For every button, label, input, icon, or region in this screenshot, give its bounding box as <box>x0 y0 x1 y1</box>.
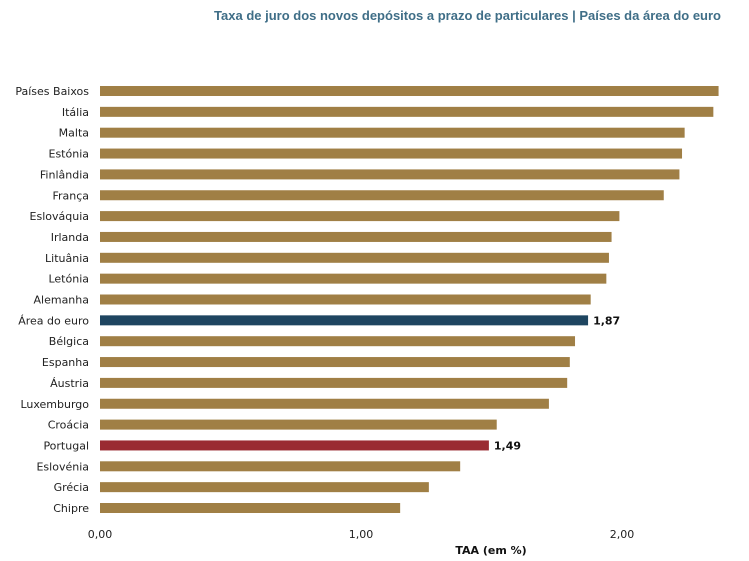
bar-croacia <box>100 419 497 430</box>
category-label-lituania: Lituânia <box>45 252 89 265</box>
category-label-croacia: Croácia <box>48 419 89 432</box>
category-label-austria: Áustria <box>50 377 89 390</box>
x-tick-label: 2,00 <box>610 528 635 541</box>
bar-luxemburgo <box>100 398 549 409</box>
category-label-malta: Malta <box>59 127 89 140</box>
bar-espanha <box>100 357 570 368</box>
category-label-luxemburgo: Luxemburgo <box>20 398 89 411</box>
category-label-irlanda: Irlanda <box>51 231 89 244</box>
category-label-estonia: Estónia <box>49 148 90 161</box>
bar-estonia <box>100 148 683 159</box>
category-label-alemanha: Alemanha <box>34 294 90 307</box>
category-label-espanha: Espanha <box>42 356 89 369</box>
category-label-belgica: Bélgica <box>49 335 89 348</box>
category-label-paises-baixos: Países Baixos <box>15 85 89 98</box>
bar-franca <box>100 190 664 201</box>
bar-finlandia <box>100 169 680 180</box>
bar-austria <box>100 377 568 388</box>
bar-grecia <box>100 482 429 493</box>
bar-eslovaquia <box>100 211 620 222</box>
chart-title: Taxa de juro dos novos depósitos a prazo… <box>214 8 721 23</box>
bar-malta <box>100 127 685 138</box>
bar-chipre <box>100 503 401 513</box>
category-label-grecia: Grécia <box>54 481 89 494</box>
bar-alemanha <box>100 294 591 305</box>
bar-paises-baixos <box>100 86 719 96</box>
category-label-chipre: Chipre <box>53 502 89 515</box>
bar-eslovenia <box>100 461 461 472</box>
bar-italia <box>100 106 714 117</box>
bar-belgica <box>100 336 576 347</box>
category-label-letonia: Letónia <box>48 273 89 286</box>
category-label-portugal: Portugal <box>43 439 89 452</box>
bar-irlanda <box>100 231 612 242</box>
x-tick-label: 0,00 <box>88 528 113 541</box>
bar-area-do-euro <box>100 315 589 326</box>
bar-lituania <box>100 252 609 263</box>
category-label-eslovaquia: Eslováquia <box>30 210 89 223</box>
x-axis-title: TAA (em %) <box>455 544 526 557</box>
x-tick-label: 1,00 <box>349 528 374 541</box>
category-label-finlandia: Finlândia <box>40 168 89 181</box>
data-label-area-do-euro: 1,87 <box>593 314 620 327</box>
bar-portugal <box>100 440 489 451</box>
category-label-italia: Itália <box>62 106 89 119</box>
bar-letonia <box>100 273 607 284</box>
category-label-area-do-euro: Área do euro <box>18 314 89 327</box>
category-label-franca: França <box>52 189 89 202</box>
category-label-eslovenia: Eslovénia <box>36 460 89 473</box>
data-label-portugal: 1,49 <box>494 439 521 452</box>
